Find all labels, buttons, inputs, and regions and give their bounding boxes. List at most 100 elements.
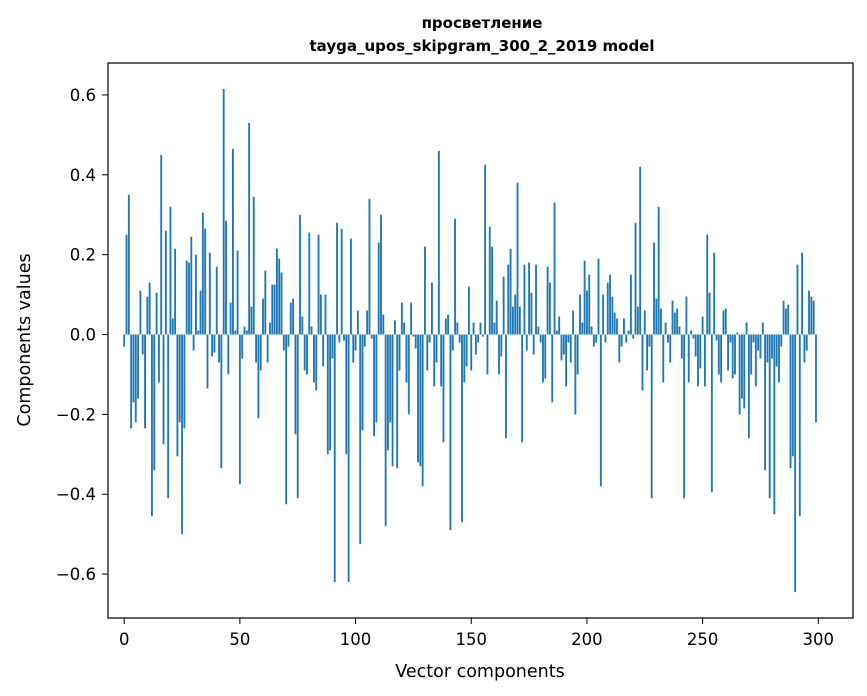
- y-tick-label: 0.6: [70, 86, 96, 105]
- bar-9: [144, 334, 146, 429]
- bar-0: [123, 334, 126, 347]
- bar-108: [373, 334, 375, 437]
- bar-72: [289, 302, 292, 335]
- bar-223: [639, 166, 642, 335]
- bar-12: [151, 334, 153, 517]
- bar-75: [296, 334, 299, 499]
- bar-283: [778, 334, 780, 383]
- bar-269: [745, 322, 748, 335]
- bar-45: [227, 334, 230, 375]
- bar-156: [484, 164, 487, 335]
- bar-65: [273, 284, 276, 335]
- bar-98: [350, 238, 352, 335]
- bar-197: [579, 294, 581, 335]
- bar-119: [398, 334, 401, 371]
- bar-164: [502, 276, 505, 335]
- bar-213: [616, 318, 618, 335]
- bar-62: [266, 334, 269, 363]
- bar-10: [146, 296, 149, 335]
- bar-44: [225, 220, 227, 335]
- bar-175: [528, 262, 531, 335]
- bars-group: [123, 88, 817, 593]
- bar-23: [176, 334, 179, 457]
- bar-141: [449, 334, 452, 531]
- bar-295: [805, 334, 808, 351]
- bar-103: [361, 334, 364, 431]
- bar-121: [403, 322, 406, 335]
- bar-6: [137, 334, 139, 399]
- y-tick-label: 0.0: [70, 326, 96, 345]
- bar-35: [204, 228, 207, 335]
- bar-235: [666, 334, 669, 343]
- bar-139: [444, 318, 447, 335]
- bar-274: [757, 334, 760, 351]
- bar-160: [493, 322, 496, 335]
- bar-281: [773, 334, 776, 515]
- bar-41: [218, 334, 220, 363]
- bar-17: [162, 334, 165, 445]
- x-tick-label: 50: [229, 630, 250, 649]
- bar-237: [671, 300, 674, 335]
- x-tick-label: 150: [455, 630, 487, 649]
- bar-48: [234, 330, 237, 335]
- bar-299: [815, 334, 817, 423]
- bar-57: [255, 334, 257, 363]
- bar-46: [229, 302, 232, 335]
- bar-11: [148, 282, 151, 335]
- bar-227: [648, 334, 651, 347]
- bar-266: [738, 334, 741, 415]
- bar-150: [470, 334, 473, 371]
- bar-20: [169, 206, 172, 335]
- bar-196: [576, 334, 579, 375]
- bar-265: [736, 332, 739, 335]
- bar-261: [727, 334, 729, 371]
- bar-258: [720, 334, 723, 383]
- bar-203: [592, 334, 595, 347]
- bar-1: [125, 234, 128, 335]
- bar-60: [262, 298, 264, 335]
- bar-296: [808, 290, 810, 335]
- bar-56: [252, 196, 255, 335]
- bar-220: [632, 334, 635, 339]
- bar-193: [569, 334, 572, 363]
- bar-19: [167, 334, 170, 499]
- bar-270: [747, 334, 750, 439]
- bar-76: [299, 214, 301, 335]
- bar-16: [160, 154, 163, 335]
- bar-195: [574, 334, 577, 415]
- bar-7: [139, 290, 142, 335]
- bar-147: [463, 334, 466, 383]
- bar-168: [511, 306, 514, 335]
- bar-179: [537, 326, 540, 335]
- bar-80: [308, 232, 311, 335]
- bar-205: [597, 258, 600, 335]
- x-tick-label: 250: [687, 630, 719, 649]
- bar-64: [271, 284, 274, 335]
- bar-206: [599, 334, 602, 487]
- bar-71: [287, 334, 290, 347]
- bar-273: [754, 334, 757, 387]
- bar-192: [567, 334, 570, 343]
- bar-167: [509, 248, 512, 335]
- bar-51: [241, 334, 244, 359]
- bar-161: [495, 300, 498, 335]
- bar-262: [729, 334, 732, 343]
- bar-123: [407, 334, 410, 415]
- bar-232: [660, 308, 662, 335]
- bar-34: [201, 212, 204, 335]
- bar-13: [153, 334, 156, 471]
- bar-202: [590, 326, 593, 335]
- bar-231: [657, 206, 660, 335]
- bar-126: [414, 334, 417, 349]
- bar-280: [771, 334, 773, 359]
- bar-186: [553, 202, 556, 335]
- bar-185: [551, 334, 554, 403]
- bar-138: [442, 334, 445, 443]
- bar-132: [428, 334, 431, 343]
- bar-255: [713, 252, 716, 335]
- bar-37: [208, 252, 211, 335]
- bar-286: [784, 308, 787, 335]
- bar-207: [602, 294, 605, 335]
- bar-246: [692, 334, 695, 339]
- bar-170: [516, 182, 519, 335]
